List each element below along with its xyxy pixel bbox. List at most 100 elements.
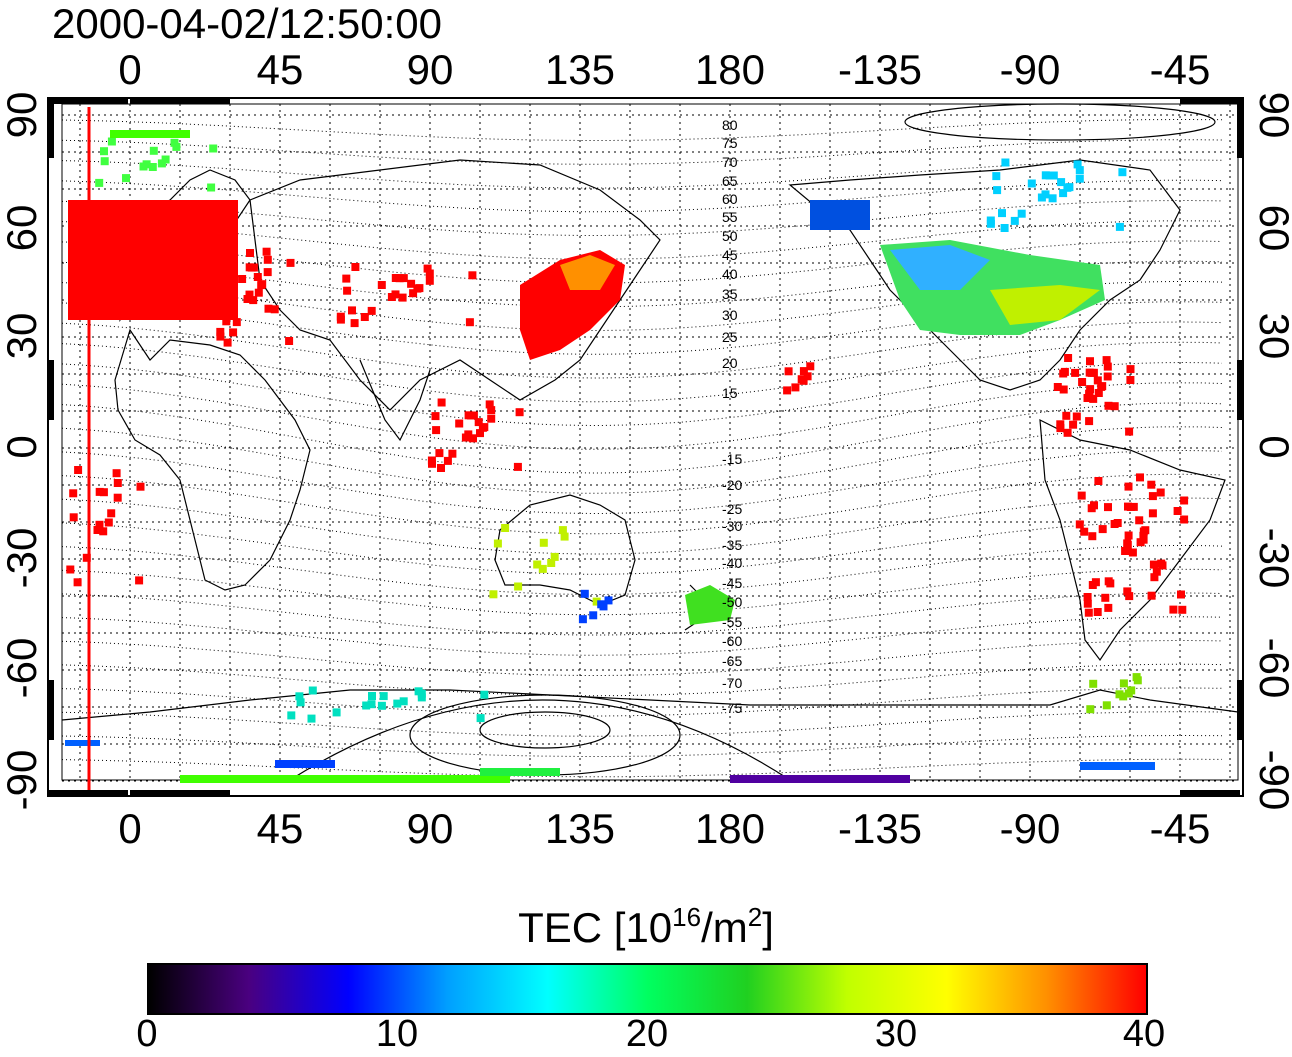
tec-cell: [514, 582, 523, 591]
tec-cell: [1056, 424, 1065, 433]
tec-cell: [170, 138, 179, 147]
tec-cell: [149, 146, 158, 155]
frame-tick: [48, 98, 54, 158]
tec-cell: [467, 411, 476, 420]
tec-cell: [107, 509, 116, 518]
tec-cell: [425, 276, 434, 285]
tec-cell: [157, 159, 166, 168]
tec-cell: [1093, 608, 1102, 616]
tec-cell: [1098, 525, 1107, 534]
colorbar: [147, 963, 1148, 1015]
tec-cell: [992, 172, 1001, 181]
tec-cell: [437, 464, 445, 472]
mlat-contour: [61, 449, 1223, 515]
tec-cell: [1124, 482, 1133, 491]
tec-cell: [1075, 166, 1084, 175]
tec-cell: [258, 280, 267, 289]
tec-cell: [1094, 477, 1103, 485]
tec-cell: [1133, 676, 1142, 685]
tec-cell: [1135, 516, 1144, 525]
tec-cell: [66, 565, 75, 574]
tec-cell: [1124, 689, 1133, 698]
y-tick-label: 90: [0, 92, 45, 139]
tec-cell: [485, 400, 494, 409]
mlat-label: -65: [722, 653, 742, 669]
tec-cell: [1118, 168, 1127, 177]
tec-cell: [589, 611, 598, 620]
tec-cell: [501, 524, 510, 532]
tec-cell: [1027, 179, 1036, 188]
tec-cell: [1177, 590, 1185, 599]
tec-cell: [476, 714, 485, 723]
tec-cell: [1126, 503, 1135, 511]
y-tick-label: 0: [1251, 435, 1292, 458]
tec-cell: [1173, 507, 1182, 515]
tec-cell: [1178, 605, 1187, 614]
coast-india: [359, 359, 431, 442]
tec-cell: [1088, 532, 1097, 541]
tec-cell: [455, 419, 464, 428]
tec-cell: [415, 284, 424, 293]
x-tick-label: 180: [695, 46, 765, 93]
tec-band: [1080, 762, 1155, 770]
tec-cell: [69, 489, 78, 498]
tec-cell: [95, 520, 104, 529]
tec-cell: [1104, 401, 1113, 410]
mlat-label: 50: [722, 228, 738, 244]
mlat-contour: [61, 426, 1223, 494]
tec-cell: [1128, 548, 1137, 557]
mlat-label: -15: [722, 451, 742, 467]
x-tick-label: 90: [407, 46, 454, 93]
tec-cell: [480, 423, 489, 432]
y-tick-label: 60: [1251, 205, 1292, 252]
tec-cell: [437, 398, 446, 407]
tec-cell: [238, 275, 247, 283]
tec-cell: [82, 553, 91, 562]
tec-cell: [1102, 356, 1111, 365]
tec-cell: [1123, 587, 1132, 596]
tec-cell: [377, 701, 386, 710]
tec-cell: [286, 258, 295, 267]
tec-cell: [428, 459, 436, 468]
tec-cell: [476, 429, 484, 438]
tec-cell: [560, 532, 569, 541]
tec-cell: [1000, 224, 1009, 232]
tec-cell: [99, 527, 108, 536]
tec-cell: [249, 296, 258, 305]
tec-cell: [443, 456, 452, 465]
mlat-label: 60: [722, 191, 738, 207]
tec-cell: [216, 327, 225, 336]
tec-cell: [243, 295, 252, 303]
tec-cell: [342, 274, 351, 283]
x-tick-label: 45: [257, 46, 304, 93]
mlat-label: -55: [722, 614, 742, 630]
frame-ticks: [48, 98, 1243, 796]
tec-cell: [1086, 385, 1095, 394]
tec-cell: [262, 247, 271, 256]
tec-cell: [222, 317, 231, 326]
tec-cell: [1045, 171, 1054, 180]
tec-cell: [93, 526, 102, 534]
tec-cell: [1125, 592, 1134, 601]
tec-cell: [1101, 593, 1110, 602]
mlat-label: 70: [722, 154, 738, 170]
x-tick-label: -90: [1000, 805, 1061, 852]
x-tick-label: 135: [545, 805, 615, 852]
mlat-label: 15: [722, 385, 738, 401]
tec-cell: [1075, 520, 1084, 529]
tec-cell: [1093, 376, 1102, 385]
tec-cell: [220, 262, 229, 271]
mlat-contour: [61, 139, 1223, 165]
y-axis-left-labels: 90 60 30 0 -30 -60 -90: [0, 92, 45, 811]
tec-cell: [1090, 501, 1098, 510]
colorbar-title-mid: /m: [701, 904, 748, 951]
mlat-contour: [61, 361, 1223, 427]
tec-cell: [245, 290, 254, 299]
tec-cell: [393, 699, 402, 708]
mlat-label: 55: [722, 209, 738, 225]
tec-cell: [1060, 367, 1069, 376]
tec-cell: [1124, 531, 1133, 540]
tec-cell: [1064, 354, 1073, 362]
tec-cell: [538, 564, 547, 573]
tec-cell: [287, 711, 296, 720]
